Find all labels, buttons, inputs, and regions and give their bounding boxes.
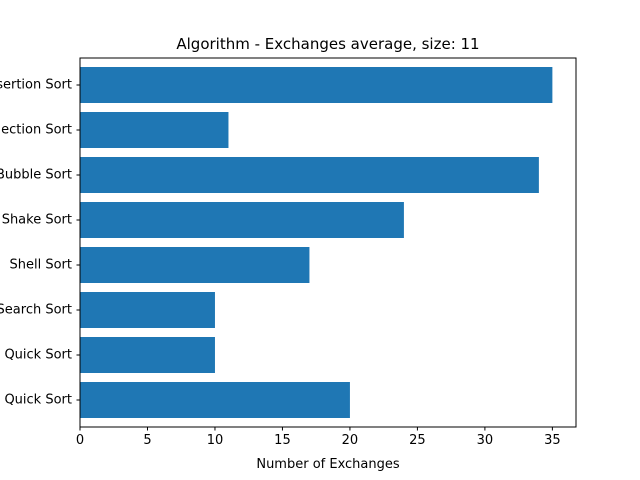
plot-frame — [79, 57, 577, 428]
y-tick-label: Quick Sort — [4, 348, 72, 363]
x-tick-label: 20 — [342, 433, 359, 448]
y-tick-label: Binary Search Sort — [0, 303, 72, 318]
bars-layer — [80, 67, 553, 418]
bar-4 — [80, 202, 404, 238]
bar-7 — [80, 337, 215, 373]
bar-1 — [80, 67, 553, 103]
x-tick-label: 35 — [544, 433, 561, 448]
bar-2 — [80, 112, 229, 148]
bar-5 — [80, 247, 310, 283]
y-tick-label: Bubble Sort — [0, 168, 72, 183]
y-tick-label: Quick Sort — [4, 393, 72, 408]
y-tick-label: Selection Sort — [0, 123, 72, 138]
x-axis-label: Number of Exchanges — [256, 457, 400, 472]
bar-3 — [80, 157, 539, 193]
x-tick-label: 15 — [274, 433, 291, 448]
y-tick-label: Shake Sort — [2, 213, 72, 228]
x-tick-label: 30 — [477, 433, 494, 448]
y-tick-label: Shell Sort — [10, 258, 73, 273]
bar-8 — [80, 382, 350, 418]
y-axis-ticks: Insertion Sort Selection Sort Bubble Sort S… — [0, 78, 80, 408]
bar-6 — [80, 292, 215, 328]
x-tick-label: 25 — [409, 433, 426, 448]
chart-title: Algorithm - Exchanges average, size: 11 — [176, 35, 479, 53]
x-tick-label: 5 — [143, 433, 151, 448]
x-tick-label: 0 — [76, 433, 84, 448]
x-tick-label: 10 — [207, 433, 224, 448]
x-axis-ticks: 0 5 10 15 20 25 30 35 — [76, 427, 561, 448]
y-tick-label: Insertion Sort — [0, 78, 72, 93]
